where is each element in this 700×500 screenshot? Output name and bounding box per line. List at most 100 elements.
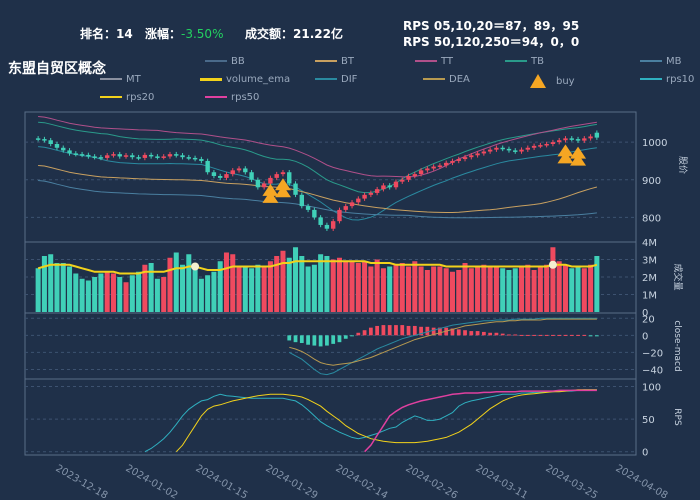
x-tick-label: 2023-12-18 — [54, 463, 110, 500]
rps-line-2: RPS 50,120,250＝94，0，0 — [403, 35, 580, 49]
macd-histogram-bar — [588, 335, 593, 337]
volume-bar — [493, 266, 499, 312]
volume-bar — [449, 271, 455, 312]
buy-signal-marker — [262, 183, 279, 196]
volume-tick-label: 3M — [642, 256, 657, 267]
buy-signal-marker — [570, 153, 587, 166]
buy-signal-marker — [262, 190, 279, 203]
volume-bar — [161, 277, 167, 312]
candle-body — [136, 157, 141, 159]
legend-item-rps20[interactable]: rps20 — [100, 92, 154, 103]
macd-histogram-bar — [494, 332, 499, 336]
candle-body — [287, 172, 292, 184]
volume-bar — [73, 273, 79, 312]
candle-body — [230, 170, 235, 175]
volume-bar — [475, 266, 481, 312]
legend-item-rps10[interactable]: rps10 — [640, 74, 694, 85]
mb-line — [38, 180, 597, 219]
volume-bar — [129, 275, 135, 312]
candle-body — [155, 156, 160, 158]
buy-signal-marker — [557, 151, 574, 164]
candle-body — [318, 217, 323, 225]
legend-label: rps10 — [666, 74, 695, 85]
macd-histogram-bar — [356, 332, 361, 336]
macd-histogram-bar — [469, 331, 474, 336]
volume-bar — [274, 256, 280, 312]
volume-bar — [500, 268, 506, 312]
legend-item-volume-ema[interactable]: volume_ema — [200, 74, 290, 85]
volume-bar — [550, 247, 556, 312]
candle-body — [450, 160, 455, 163]
legend-item-rps50[interactable]: rps50 — [205, 92, 259, 103]
legend-swatch — [640, 60, 662, 62]
rps20-line — [175, 389, 597, 453]
candle-body — [456, 159, 461, 161]
legend-item-MT[interactable]: MT — [100, 74, 141, 85]
volume-bar — [180, 264, 186, 312]
macd-histogram-bar — [387, 325, 392, 336]
legend-label: volume_ema — [226, 74, 291, 85]
volume-bar — [167, 257, 173, 312]
rps-axis-label: RPS — [672, 408, 682, 426]
candle-body — [594, 132, 600, 138]
legend-item-BT[interactable]: BT — [315, 56, 354, 67]
legend-label: DEA — [449, 74, 470, 85]
volume-bar — [110, 273, 116, 312]
candle-body — [312, 209, 317, 218]
macd-histogram-bar — [368, 327, 373, 336]
volume-ema-line — [37, 260, 598, 275]
volume-bar — [286, 257, 292, 312]
x-tick-label: 2024-01-15 — [194, 463, 250, 500]
macd-histogram-bar — [532, 334, 536, 336]
macd-tick-label: 20 — [642, 314, 655, 325]
macd-histogram-bar — [337, 335, 342, 343]
macd-histogram-bar — [463, 330, 467, 336]
legend-item-DEA[interactable]: DEA — [423, 74, 470, 85]
macd-histogram-bar — [293, 335, 298, 343]
macd-histogram-bar — [557, 334, 562, 336]
buy-signal-marker — [557, 144, 574, 157]
band-lower-line — [38, 146, 597, 221]
macd-histogram-bar — [394, 325, 398, 336]
band-upper-line — [38, 121, 597, 194]
macd-tick-label: −20 — [642, 348, 663, 359]
macd-histogram-bar — [343, 335, 348, 339]
macd-histogram-bar — [525, 334, 530, 336]
rps-line-1: RPS 05,10,20＝87，89，95 — [403, 19, 580, 33]
candle-body — [437, 165, 443, 167]
macd-histogram-bar — [375, 325, 380, 336]
volume-bar — [236, 266, 242, 312]
candle-body — [236, 168, 242, 171]
candle-body — [487, 149, 493, 152]
legend-item-MB[interactable]: MB — [640, 56, 682, 67]
volume-bar — [35, 268, 41, 312]
volume-marker — [548, 260, 557, 269]
volume-bar — [581, 268, 587, 312]
volume-bar — [242, 266, 248, 312]
legend-swatch — [205, 96, 227, 98]
macd-axis-label: close-macd — [672, 320, 682, 371]
volume-bar — [512, 268, 518, 312]
legend-item-TT[interactable]: TT — [415, 56, 453, 67]
legend-item-buy[interactable]: buy — [530, 74, 575, 88]
legend-swatch — [100, 96, 122, 98]
candle-body — [393, 181, 399, 188]
legend-label: buy — [556, 76, 575, 87]
candle-body — [475, 153, 480, 156]
candle-body — [387, 185, 392, 188]
turnover-info: 成交额：21.22亿 — [245, 27, 343, 41]
candle-body — [343, 206, 348, 210]
candle-body — [104, 155, 110, 158]
candle-body — [280, 172, 286, 175]
candle-body — [249, 172, 254, 180]
legend-item-TB[interactable]: TB — [505, 56, 544, 67]
volume-bar — [575, 266, 581, 312]
macd-histogram-bar — [438, 327, 442, 336]
volume-bar — [431, 266, 437, 312]
legend-item-DIF[interactable]: DIF — [315, 74, 357, 85]
volume-bar — [205, 275, 211, 312]
volume-bar — [54, 263, 60, 312]
candle-body — [362, 194, 367, 199]
volume-bar — [462, 263, 468, 312]
legend-item-BB[interactable]: BB — [205, 56, 245, 67]
